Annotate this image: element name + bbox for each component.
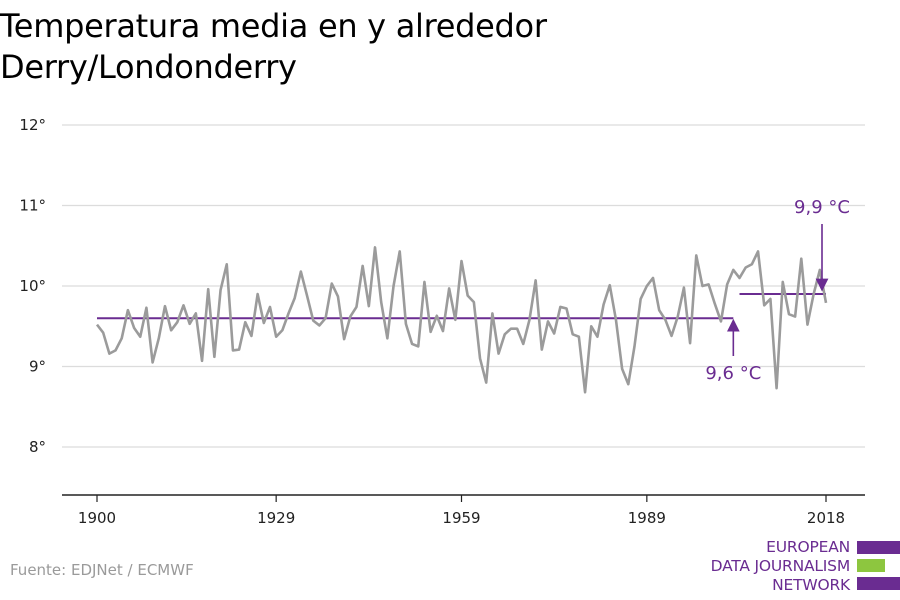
x-tick-label: 2018 — [807, 509, 845, 527]
gridlines: 8° 9° 10° 11° 12° — [19, 116, 865, 456]
y-tick-label: 9° — [29, 358, 46, 376]
chart-title: Temperatura media en y alrededor Derry/L… — [0, 6, 547, 88]
logo-line-2: DATA JOURNALISM — [710, 557, 851, 575]
y-tick-label: 11° — [19, 197, 46, 215]
series-line-1 — [95, 246, 828, 394]
x-tick-label: 1989 — [628, 509, 666, 527]
y-tick-label: 8° — [29, 438, 46, 456]
source-note: Fuente: EDJNet / ECMWF — [10, 561, 194, 579]
title-line-2: Derry/Londonderry — [0, 48, 297, 86]
logo-bar-middle — [857, 559, 885, 572]
x-tick-label: 1900 — [78, 509, 116, 527]
title-line-1: Temperatura media en y alrededor — [0, 7, 547, 45]
logo-bar-bottom — [857, 577, 900, 590]
average-label-2: 9,9 °C — [794, 197, 850, 218]
logo-bar-top — [857, 541, 900, 554]
x-axis: 1900 1929 1959 1989 2018 — [62, 494, 865, 527]
temperature-series — [95, 246, 828, 394]
edjnet-logo: EUROPEAN DATA JOURNALISM NETWORK — [700, 538, 900, 596]
logo-line-1: EUROPEAN — [766, 538, 850, 556]
x-tick-label: 1929 — [257, 509, 295, 527]
y-tick-label: 10° — [19, 277, 46, 295]
temperature-chart: 8° 9° 10° 11° 12° 1900 1929 1959 1989 2018 9,6 °… — [19, 116, 865, 527]
annotations: 9,6 °C 9,9 °C — [705, 197, 850, 384]
average-label-1: 9,6 °C — [705, 363, 761, 384]
y-tick-label: 12° — [19, 116, 46, 134]
x-tick-label: 1959 — [442, 509, 480, 527]
logo-line-3: NETWORK — [772, 576, 850, 594]
